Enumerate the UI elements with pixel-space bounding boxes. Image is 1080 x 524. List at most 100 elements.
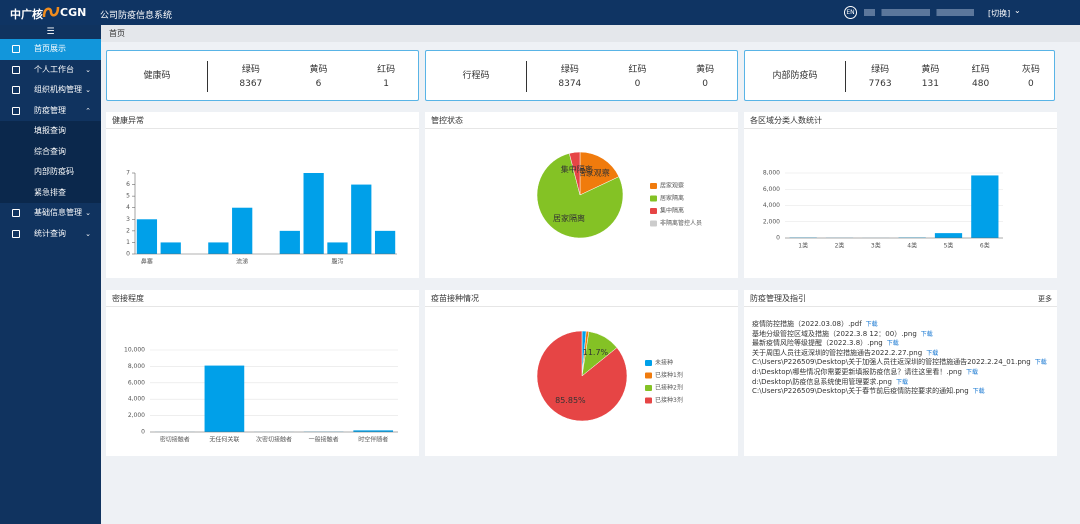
slice-label: 居家观察 — [578, 168, 610, 178]
menu-item[interactable]: 个人工作台 ⌄ — [0, 60, 101, 81]
code-name: 红码 — [971, 65, 990, 75]
download-link[interactable]: 下载 — [895, 378, 908, 386]
bar — [160, 242, 181, 254]
lang-switch[interactable]: EN — [844, 6, 857, 19]
pie-slice — [536, 153, 624, 239]
download-link[interactable]: 下载 — [926, 349, 939, 357]
menu-item[interactable]: 基础信息管理 ⌄ — [0, 203, 101, 224]
notice-text[interactable]: d:\Desktop\防疫信息系统使用管理要求.png — [752, 377, 892, 386]
code-name: 红码 — [377, 65, 396, 75]
code-name: 绿码 — [871, 65, 890, 75]
menu-toggle[interactable]: ☰ — [46, 27, 55, 37]
code-stat: 黄码 0 — [680, 63, 730, 91]
bar — [351, 184, 372, 254]
x-tick-label: 流涕 — [236, 258, 248, 266]
notice-item: d:\Desktop\防疫信息系统使用管理要求.png 下载 — [752, 377, 908, 387]
code-stat: 红码 0 — [613, 63, 663, 91]
y-tick-label: 10,000 — [124, 347, 145, 354]
bar — [374, 230, 396, 254]
menu-item[interactable]: 统计查询 ⌄ — [0, 224, 101, 245]
legend-label: 未接种 — [655, 359, 673, 367]
notice-item: 关于周围人员往返深圳的管控措施通告2022.2.27.png 下载 — [752, 348, 938, 358]
y-tick-label: 2,000 — [763, 218, 780, 225]
y-tick-label: 4,000 — [128, 396, 145, 403]
notice-text[interactable]: C:\Users\P226509\Desktop\关于春节前后疫情防控要求的通知… — [752, 387, 969, 396]
more-link[interactable]: 更多 — [1038, 295, 1052, 303]
notice-text[interactable]: 关于周围人员往返深圳的管控措施通告2022.2.27.png — [752, 348, 923, 357]
panel-title: 健康异常 — [106, 112, 419, 129]
y-tick-label: 3 — [126, 216, 130, 223]
x-tick-label: 一般接触者 — [309, 436, 339, 444]
menu-item[interactable]: 防疫管理 ⌃ — [0, 101, 101, 122]
y-tick-label: 2,000 — [128, 412, 145, 419]
divider — [845, 61, 846, 92]
notice-panel: 防疫管理及指引 更多 疫情防控措施（2022.03.08）.pdf 下载 基地分级管… — [744, 290, 1057, 456]
x-tick-label: 密切接触者 — [160, 436, 190, 444]
y-tick-label: 8,000 — [763, 170, 780, 177]
system-name: 公司防疫信息系统 — [100, 11, 173, 21]
submenu-item[interactable]: 内部防疫码 — [0, 162, 101, 183]
download-link[interactable]: 下载 — [965, 369, 978, 376]
card-title: 行程码 — [462, 71, 490, 81]
chart: 0 2,000 4,000 6,000 8,000 10,000 密切接触者 无任何关联 次密切… — [124, 347, 398, 444]
chevron: ⌄ — [1014, 6, 1021, 15]
code-stat: 红码 480 — [956, 63, 1006, 91]
code-name: 黄码 — [309, 65, 328, 75]
legend-label: 已接种1剂 — [655, 371, 683, 379]
menu-item[interactable]: 首页展示 — [0, 39, 101, 60]
menu-item[interactable]: 组织机构管理 ⌄ — [0, 80, 101, 101]
download-link[interactable]: 下载 — [920, 330, 933, 338]
switch-user[interactable]: [切换] — [988, 9, 1011, 18]
notice-text[interactable]: 疫情防控措施（2022.03.08）.pdf — [752, 320, 862, 328]
y-tick-label: 6 — [126, 181, 130, 188]
notice-item: C:\Users\P226509\Desktop\关于加强人员往返深圳的管控措施… — [752, 357, 1047, 367]
submenu-item[interactable]: 综合查询 — [0, 141, 101, 162]
legend-label: 已接种3剂 — [655, 396, 683, 404]
code-stat: 绿码 8367 — [226, 63, 276, 91]
panel-title: 防疫管理及指引 — [744, 290, 1057, 307]
code-name: 灰码 — [1021, 65, 1040, 75]
bar — [136, 219, 158, 254]
card-title: 内部防疫码 — [772, 71, 818, 81]
y-tick-label: 4,000 — [763, 202, 780, 209]
download-link[interactable]: 下载 — [972, 388, 985, 396]
bar — [204, 365, 245, 432]
legend-label: 已接种2剂 — [655, 384, 683, 392]
download-link[interactable]: 下载 — [1034, 359, 1047, 367]
download-link[interactable]: 下载 — [886, 340, 899, 348]
code-value: 8374 — [558, 79, 582, 89]
x-tick-label: 次密切接触者 — [256, 436, 292, 444]
x-tick-label: 无任何关联 — [209, 436, 239, 444]
y-tick-label: 2 — [126, 227, 130, 234]
legend-label: 居家观察 — [660, 182, 684, 190]
logo: 中广核 — [10, 8, 43, 21]
logo-icon — [42, 6, 60, 18]
user-blur — [864, 9, 974, 16]
code-stat: 黄码 131 — [905, 63, 955, 91]
summary-card: 内部防疫码 绿码 7763 黄码 131 红码 480 灰码 0 — [744, 50, 1055, 101]
chart-panel: 密接程度 0 2,000 4,000 6,000 8,000 10,000 密切接触者 无任何关… — [106, 290, 419, 456]
bar — [232, 207, 253, 254]
x-tick-label: 时空伴随者 — [358, 436, 388, 444]
notice-text[interactable]: 基地分级管控区域及措施（2022.3.8 12：00）.png — [752, 329, 917, 338]
download-link[interactable]: 下载 — [865, 321, 878, 328]
panel-title: 管控状态 — [425, 112, 738, 129]
submenu-item[interactable]: 填报查询 — [0, 121, 101, 142]
summary-card: 行程码 绿码 8374 红码 0 黄码 0 — [425, 50, 738, 101]
legend-label: 居家隔离 — [660, 194, 684, 202]
bar — [971, 175, 999, 238]
submenu-item[interactable]: 紧急排查 — [0, 182, 101, 203]
chart: 0 2,000 4,000 6,000 8,000 1类 2类 3类 4类 5类 6类 — [763, 170, 1003, 250]
notice-text[interactable]: C:\Users\P226509\Desktop\关于加强人员往返深圳的管控措施… — [752, 358, 1031, 367]
y-tick-label: 6,000 — [763, 186, 780, 193]
legend-swatch — [650, 220, 657, 227]
notice-text[interactable]: d:\Desktop\哪些情况你需要更新填报防疫信息？请往这里看！.png — [752, 368, 962, 376]
card-title: 健康码 — [143, 71, 171, 81]
code-name: 红码 — [628, 65, 647, 75]
notice-text[interactable]: 最新疫情风险等级提醒（2022.3.8）.png — [752, 339, 883, 348]
notice-item: 疫情防控措施（2022.03.08）.pdf 下载 — [752, 319, 878, 329]
y-tick-label: 0 — [126, 251, 130, 258]
code-value: 7763 — [868, 79, 892, 89]
